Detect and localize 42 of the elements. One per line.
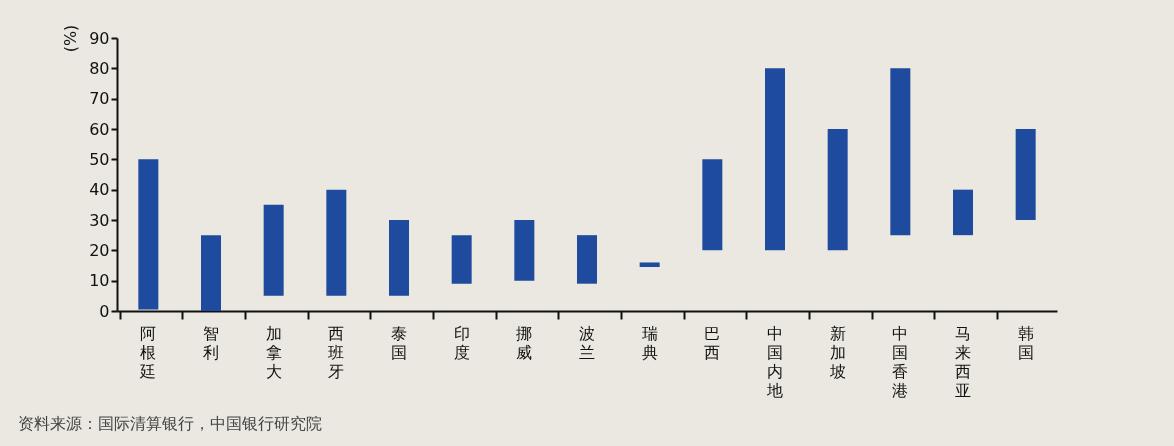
bar	[389, 220, 409, 296]
text: 资料来源：国际清算银行，中国银行研究院	[18, 414, 322, 435]
x-tick-label: 中国香港	[892, 323, 909, 400]
x-tick-label: 中国内地	[766, 323, 783, 400]
y-tick-label: 30	[89, 210, 110, 230]
bar	[263, 204, 284, 296]
x-tick-label: 巴西	[704, 323, 721, 362]
bar	[138, 159, 159, 310]
y-tick-label: 70	[89, 89, 110, 109]
y-tick-label: 10	[89, 271, 110, 291]
x-tick-label: 新加坡	[828, 323, 846, 381]
y-axis-title: (%)	[61, 24, 81, 53]
y-tick-label: 40	[89, 180, 110, 200]
x-tick-label: 西班牙	[328, 323, 345, 381]
x-tick-label: 加拿大	[265, 323, 282, 381]
bar	[953, 189, 973, 236]
x-tick-label: 马来西亚	[955, 323, 971, 400]
x-tick-label: 阿根廷	[139, 323, 157, 381]
bar	[514, 220, 535, 281]
bar	[326, 189, 347, 296]
bar	[827, 129, 848, 251]
x-tick-label: 挪威	[516, 323, 533, 362]
bar	[702, 159, 723, 251]
x-tick-label: 波兰	[579, 323, 595, 362]
y-tick-label: 80	[89, 58, 110, 78]
bar	[451, 235, 472, 284]
y-tick-label: 50	[89, 149, 110, 169]
y-tick-label: 20	[89, 240, 110, 260]
bar	[577, 235, 597, 284]
bar	[201, 235, 221, 311]
x-tick-label: 印度	[453, 323, 470, 362]
x-tick-label: 智利	[203, 323, 219, 362]
x-tick-label: 瑞典	[641, 323, 658, 362]
y-tick-label: 0	[99, 301, 110, 321]
y-tick-label: 60	[89, 119, 110, 139]
y-tick-label: 90	[89, 28, 110, 48]
x-tick-label: 泰国	[391, 323, 407, 362]
bar	[890, 68, 911, 236]
x-tick-label: 韩国	[1017, 323, 1034, 362]
bar	[765, 68, 785, 251]
bar	[1015, 129, 1036, 220]
bar	[639, 262, 660, 268]
